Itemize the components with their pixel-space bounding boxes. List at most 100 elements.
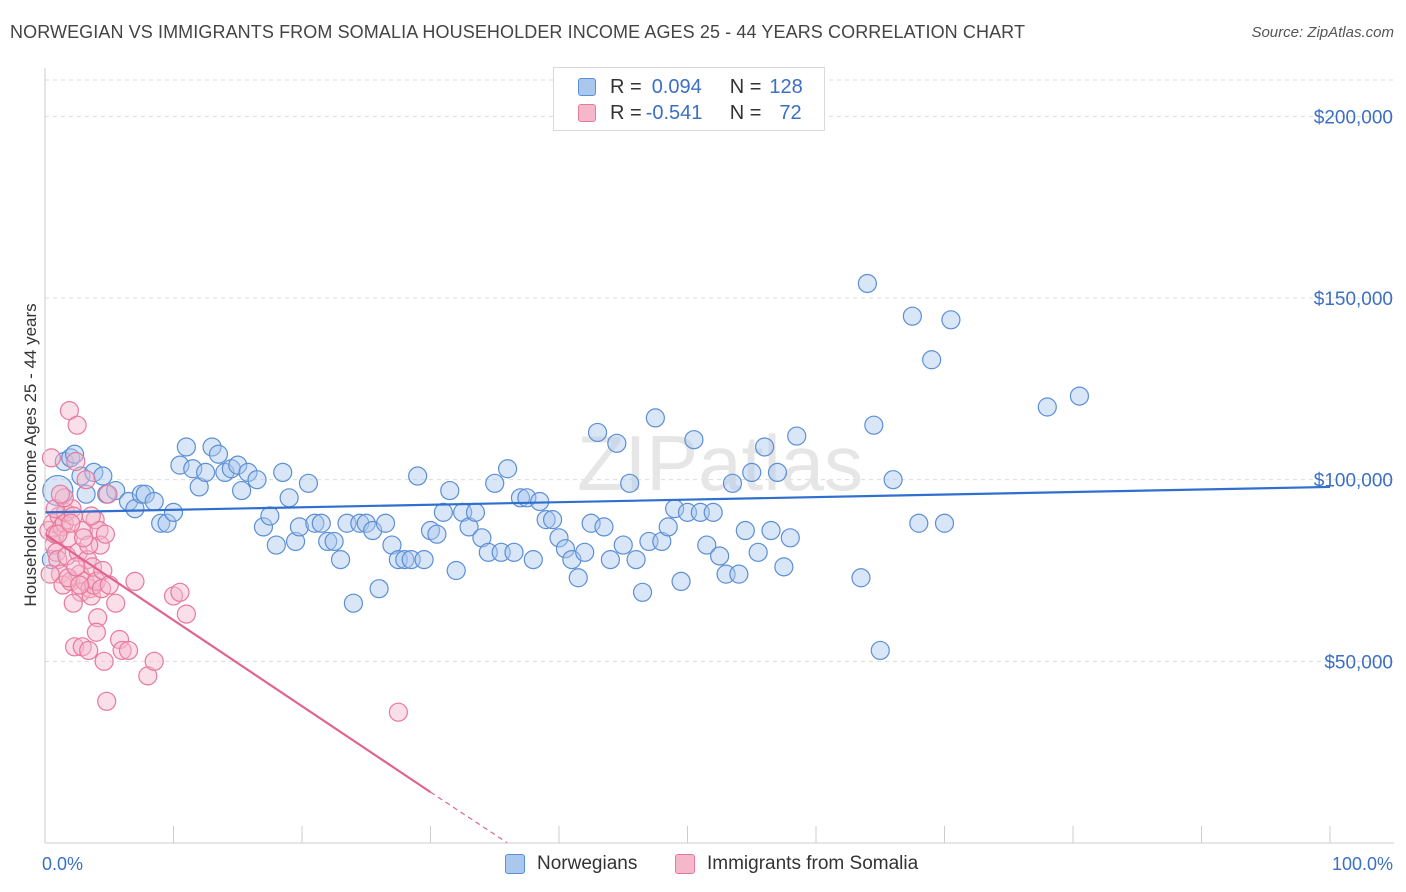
- somalia-point: [79, 640, 99, 661]
- norwegian-point: [767, 462, 788, 482]
- somalia-point: [76, 470, 96, 490]
- correlation-legend: R = 0.094 N = 128 R = -0.541 N = 72: [553, 67, 825, 131]
- somalia-point: [54, 488, 74, 508]
- somalia-point: [118, 640, 139, 661]
- somalia-point: [86, 622, 107, 642]
- somalia-point: [67, 415, 87, 435]
- norwegian-point: [163, 502, 184, 522]
- y-tick-label: $150,000: [1314, 289, 1393, 310]
- somalia-point: [90, 535, 110, 555]
- norwegian-point: [607, 433, 627, 453]
- norwegian-point: [427, 524, 447, 544]
- norwegian-point: [61, 448, 81, 468]
- legend-n-label: N =: [729, 101, 762, 124]
- norwegian-point: [76, 484, 96, 504]
- somalia-point: [98, 484, 118, 504]
- norwegian-point: [568, 568, 588, 588]
- somalia-point: [70, 575, 90, 595]
- axes: $50,000 $100,000 $150,000 $200,000 0.0% 100.0…: [21, 68, 1394, 874]
- norwegian-point: [279, 488, 299, 508]
- legend-r-value: -0.541: [645, 101, 703, 124]
- norwegian-point: [395, 549, 415, 570]
- norwegian-point: [285, 531, 306, 552]
- norwegian-point: [232, 480, 252, 501]
- norwegian-point: [420, 520, 441, 541]
- norwegian-point: [549, 528, 569, 548]
- norwegian-point: [305, 513, 325, 533]
- norwegian-point: [253, 517, 274, 537]
- norwegian-point: [247, 470, 267, 490]
- norwegian-point: [183, 459, 203, 479]
- somalia-point: [88, 608, 108, 628]
- norwegian-point: [311, 513, 331, 533]
- somalia-point: [62, 499, 82, 519]
- norwegian-point: [440, 480, 460, 501]
- norwegian-point: [703, 502, 723, 522]
- norwegian-point: [42, 474, 74, 507]
- norwegian-point: [260, 506, 280, 526]
- norwegian-point: [343, 593, 363, 613]
- norwegian-point: [626, 549, 646, 570]
- blue-swatch: [578, 78, 596, 96]
- somalia-point: [163, 586, 184, 606]
- norwegian-point: [632, 582, 653, 602]
- somalia-point: [41, 448, 62, 468]
- norwegian-point: [857, 273, 878, 294]
- norwegian-point: [523, 549, 543, 570]
- norwegian-point: [536, 510, 556, 530]
- somalia-point: [80, 579, 100, 599]
- norwegian-point: [902, 306, 922, 326]
- norwegian-point: [594, 517, 614, 537]
- norwegian-point: [851, 568, 871, 588]
- norwegian-point: [761, 520, 781, 541]
- norwegian-point: [504, 542, 524, 562]
- norwegian-point: [71, 466, 91, 486]
- norwegian-point: [170, 455, 190, 475]
- norwegian-point: [298, 473, 319, 493]
- somalia-point: [94, 651, 114, 671]
- norwegian-point: [289, 517, 310, 537]
- norwegian-point: [324, 531, 344, 552]
- norwegian-point: [273, 462, 293, 482]
- somalia-point: [61, 513, 81, 533]
- legend-r-value: 0.094: [651, 75, 702, 98]
- norwegian-point: [742, 462, 762, 482]
- norwegian-point: [941, 310, 961, 330]
- x-tick-label: 0.0%: [42, 854, 83, 874]
- norwegian-point: [54, 451, 74, 472]
- norwegian-point: [613, 535, 633, 555]
- somalia-point: [40, 564, 60, 584]
- norwegian-point: [909, 513, 929, 533]
- y-tick-label: $100,000: [1314, 471, 1393, 492]
- norwegian-point: [408, 466, 428, 486]
- norwegian-point: [729, 564, 749, 584]
- norwegian-point: [555, 539, 576, 559]
- blue-swatch: [505, 854, 525, 874]
- somalia-point: [125, 571, 145, 592]
- legend-label: Norwegians: [537, 853, 638, 874]
- norwegian-point: [722, 473, 743, 493]
- somalia-point: [170, 582, 190, 602]
- somalia-point: [112, 640, 132, 661]
- norwegian-point: [684, 430, 704, 450]
- somalia-trend-extension: [430, 791, 508, 844]
- somalia-point: [50, 484, 71, 504]
- norwegian-point: [93, 466, 113, 486]
- norwegian-point: [318, 531, 338, 552]
- somalia-point: [58, 528, 78, 548]
- norwegian-point: [64, 444, 85, 464]
- somalia-point: [99, 575, 119, 595]
- somalia-point: [63, 593, 83, 613]
- legend-r-label: R =: [610, 75, 642, 98]
- norwegian-point: [542, 510, 563, 530]
- norwegian-point: [202, 437, 222, 457]
- norwegian-point: [883, 470, 903, 490]
- norwegian-point: [446, 560, 466, 581]
- somalia-point: [388, 702, 408, 722]
- norwegian-point: [157, 513, 177, 533]
- data-points: [39, 273, 1090, 722]
- watermark: ZIPatlas: [577, 419, 863, 507]
- somalia-point: [66, 557, 86, 577]
- norwegian-point: [196, 462, 216, 482]
- somalia-point: [81, 506, 101, 526]
